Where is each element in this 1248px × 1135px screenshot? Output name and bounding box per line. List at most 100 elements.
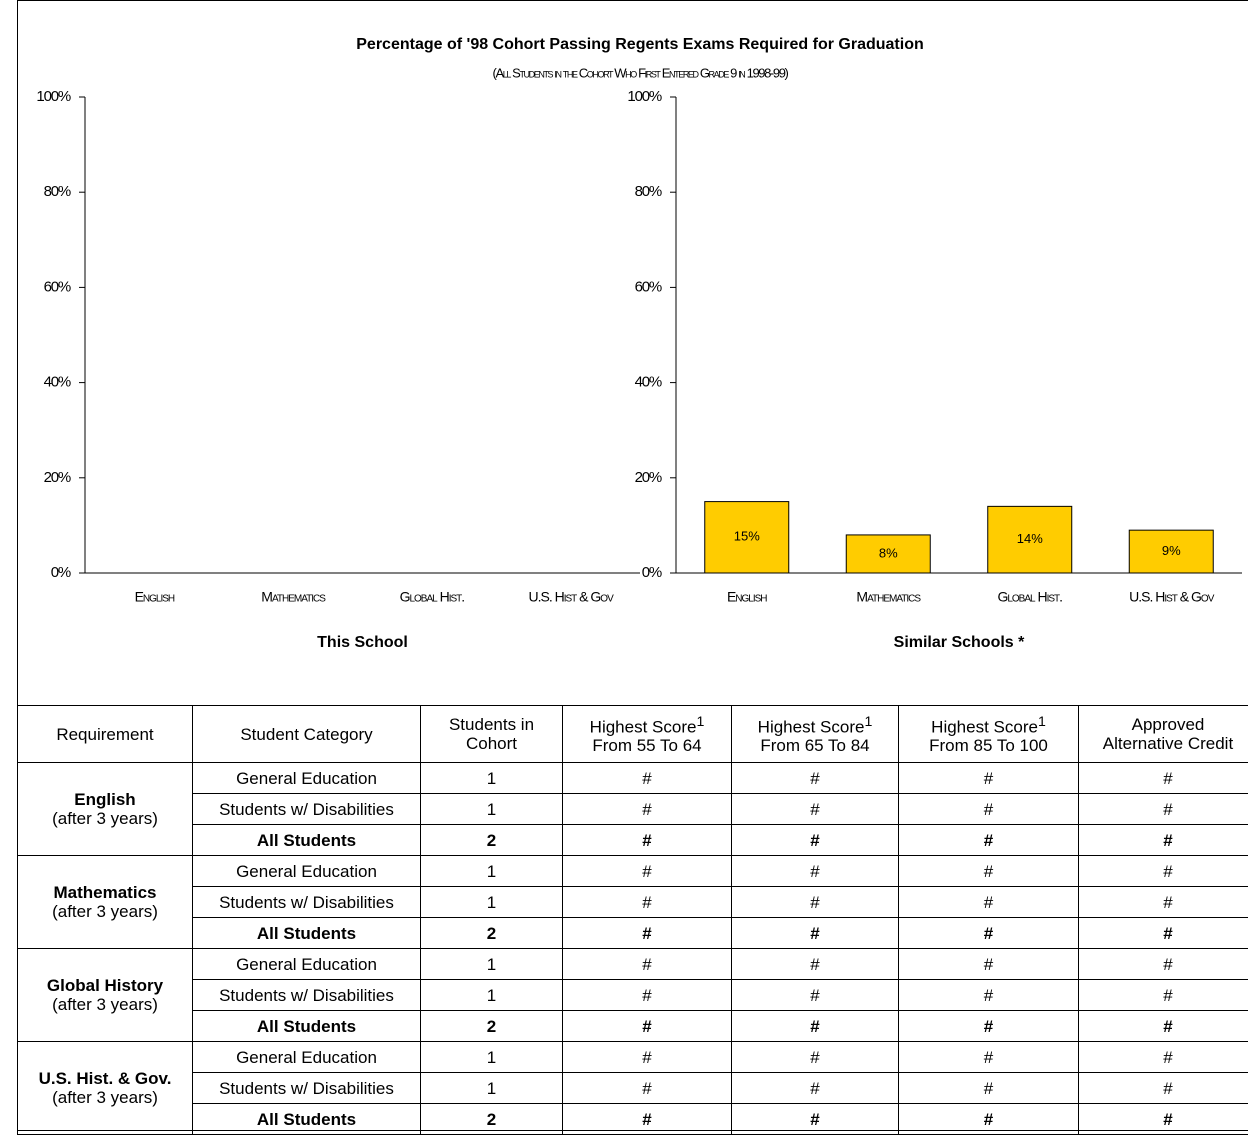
value-cell: #	[1079, 1042, 1248, 1073]
y-tick-label: 100%	[627, 88, 661, 105]
table-row: Mathematics(after 3 years)General Educat…	[18, 856, 1248, 887]
value-cell: #	[563, 763, 732, 794]
value-cell: 1	[421, 763, 563, 794]
value-cell: #	[563, 1073, 732, 1104]
value-cell: #	[732, 1104, 899, 1135]
y-tick-label: 40%	[44, 374, 71, 391]
value-cell: 1	[421, 980, 563, 1011]
value-cell: 1	[421, 1073, 563, 1104]
value-cell: #	[899, 1042, 1079, 1073]
y-tick-label: 0%	[642, 564, 662, 581]
value-cell: #	[563, 1042, 732, 1073]
value-cell: 2	[421, 1011, 563, 1042]
value-cell: #	[732, 980, 899, 1011]
value-cell: #	[899, 856, 1079, 887]
value-cell: 1	[421, 949, 563, 980]
chart: Percentage of '98 Cohort Passing Regents…	[0, 0, 1248, 705]
value-cell: #	[1079, 887, 1248, 918]
value-cell: #	[1079, 1011, 1248, 1042]
value-cell: #	[899, 918, 1079, 949]
header-text: Approved	[1132, 715, 1205, 734]
header-cell: Student Category	[193, 706, 421, 763]
y-tick-label: 80%	[635, 183, 662, 200]
value-cell: #	[1079, 918, 1248, 949]
category-cell: All Students	[193, 1011, 421, 1042]
value-cell: #	[732, 794, 899, 825]
requirement: Mathematics	[54, 883, 157, 902]
requirement: Global History	[47, 976, 163, 995]
category-cell: All Students	[193, 918, 421, 949]
value-cell: #	[1079, 980, 1248, 1011]
value-cell: #	[563, 856, 732, 887]
y-tick-label: 0%	[51, 564, 71, 581]
requirement-cell: Mathematics(after 3 years)	[18, 856, 193, 949]
chart-title: Percentage of '98 Cohort Passing Regents…	[356, 36, 924, 53]
value-cell: #	[1079, 763, 1248, 794]
value-label: 9%	[1162, 543, 1181, 558]
chart-subtitle: (All Students in the Cohort Who First En…	[493, 65, 789, 80]
value-cell: #	[732, 825, 899, 856]
requirement-cell: English(after 3 years)	[18, 763, 193, 856]
category-cell: All Students	[193, 1104, 421, 1135]
value-cell: #	[732, 1011, 899, 1042]
value-cell: #	[732, 1073, 899, 1104]
value-cell: #	[732, 887, 899, 918]
value-cell: #	[899, 1011, 1079, 1042]
requirement-cell: Global History(after 3 years)	[18, 949, 193, 1042]
x-tick-label: English	[727, 589, 767, 605]
requirement: English	[74, 790, 135, 809]
value-cell: #	[899, 887, 1079, 918]
category-cell: Students w/ Disabilities	[193, 887, 421, 918]
category-cell: Students w/ Disabilities	[193, 794, 421, 825]
y-tick-label: 100%	[36, 88, 70, 105]
value-cell: #	[563, 980, 732, 1011]
header-text: Student Category	[240, 725, 372, 744]
header-text: Requirement	[56, 725, 153, 744]
value-cell: #	[563, 887, 732, 918]
value-cell: #	[1079, 1073, 1248, 1104]
value-label: 15%	[734, 529, 760, 544]
category-cell: Students w/ Disabilities	[193, 1073, 421, 1104]
value-cell: #	[563, 918, 732, 949]
x-tick-label: English	[135, 589, 175, 605]
value-cell: #	[732, 1042, 899, 1073]
header-text: From 65 To 84	[760, 736, 869, 755]
header-text: Alternative Credit	[1103, 734, 1233, 753]
y-tick-label: 80%	[44, 183, 71, 200]
value-cell: 2	[421, 1104, 563, 1135]
value-cell: #	[1079, 1104, 1248, 1135]
x-tick-label: Mathematics	[261, 589, 326, 605]
value-cell: #	[732, 918, 899, 949]
value-label: 14%	[1017, 531, 1043, 546]
category-cell: General Education	[193, 763, 421, 794]
x-tick-label: Mathematics	[856, 589, 921, 605]
value-cell: #	[563, 794, 732, 825]
value-cell: #	[563, 1011, 732, 1042]
category-cell: Students w/ Disabilities	[193, 980, 421, 1011]
value-cell: #	[899, 949, 1079, 980]
value-cell: #	[1079, 825, 1248, 856]
header-text: Highest Score	[931, 717, 1038, 736]
requirement: U.S. Hist. & Gov.	[39, 1069, 172, 1088]
y-tick-label: 40%	[635, 374, 662, 391]
x-axis-label: This School	[317, 634, 408, 651]
value-cell: #	[563, 825, 732, 856]
header-text: Highest Score	[758, 717, 865, 736]
requirement-cell: U.S. Hist. & Gov.(after 3 years)	[18, 1042, 193, 1135]
value-cell: #	[732, 763, 899, 794]
